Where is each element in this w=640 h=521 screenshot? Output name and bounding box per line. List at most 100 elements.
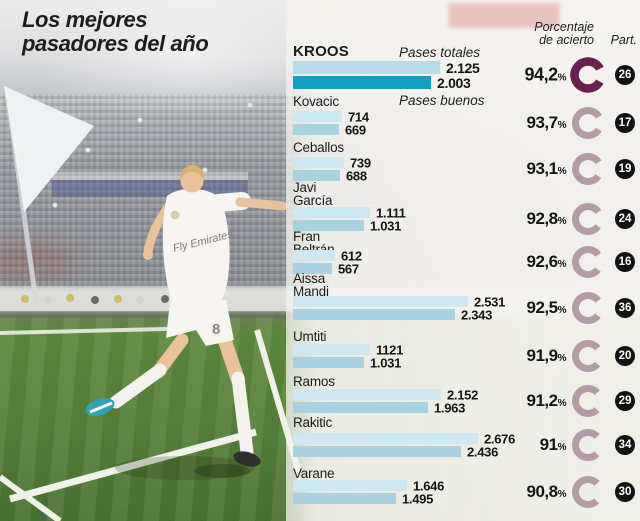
player-name: Aissa Mandi (293, 271, 329, 299)
value-pases-buenos: 2.436 (467, 444, 499, 459)
bar-pases-totales (293, 480, 407, 491)
accuracy-ring (572, 292, 604, 324)
player-name: Kovacic (293, 95, 339, 109)
accuracy-percentage: 92,5% (527, 298, 567, 318)
value-pases-totales: 2.531 (474, 294, 506, 309)
bar-pases-totales (293, 250, 335, 261)
value-pases-buenos: 567 (338, 261, 359, 276)
player-name: Javi García (293, 180, 333, 207)
accuracy-value: 91,9 (526, 346, 559, 365)
matches-badge: 34 (615, 435, 635, 455)
value-pases-totales: 1.111 (376, 205, 406, 220)
accuracy-percentage: 92,6% (527, 252, 567, 272)
field-line-corner (0, 474, 62, 521)
accuracy-value: 92,8 (526, 209, 559, 228)
bar-pases-buenos (293, 309, 455, 320)
matches-badge: 30 (615, 482, 635, 502)
accuracy-percentage: 92,8% (527, 209, 567, 229)
player-name: Ceballos (293, 141, 344, 155)
bar-pases-totales (293, 207, 370, 218)
shorts-number: 8 (212, 321, 220, 338)
matches-badge: 36 (615, 298, 635, 318)
value-pases-totales: 739 (350, 155, 371, 170)
accuracy-value: 93,1 (526, 159, 559, 178)
accuracy-percentage: 90,8% (527, 482, 567, 502)
player-name-line: Mandi (293, 283, 329, 299)
accuracy-percentage: 91% (539, 435, 567, 455)
percent-sign: % (557, 353, 567, 364)
matches-badge: 20 (615, 346, 635, 366)
ball-shadow (194, 464, 250, 478)
series-label-pases-totales: Pases totales (399, 45, 481, 60)
player-name: Varane (293, 466, 335, 481)
bar-pases-buenos (293, 357, 364, 368)
accuracy-percentage: 91,9% (527, 346, 567, 366)
value-pases-buenos: 2.343 (461, 307, 493, 322)
player-shadow (115, 456, 255, 480)
accuracy-percentage: 91,2% (527, 391, 567, 411)
accuracy-value: 92,6 (526, 252, 559, 271)
player-name-line: Javi (293, 180, 317, 195)
field-line-touch (254, 329, 300, 488)
accuracy-ring (572, 385, 604, 417)
value-pases-buenos: 1.031 (370, 355, 402, 370)
value-pases-buenos: 1.963 (434, 400, 466, 415)
value-pases-totales: 714 (348, 109, 369, 124)
scoreboard-blur (448, 3, 560, 28)
bar-pases-totales (293, 296, 468, 307)
percent-sign: % (557, 216, 567, 227)
accuracy-ring (572, 246, 604, 278)
accuracy-value: 92,5 (526, 298, 559, 317)
value-pases-buenos: 1.495 (402, 491, 434, 506)
player-name-line: Aissa (293, 271, 326, 286)
accuracy-percentage: 93,7% (527, 113, 567, 133)
percent-sign: % (557, 166, 567, 177)
bar-pases-buenos (293, 263, 332, 274)
percent-sign: % (557, 489, 567, 500)
value-pases-totales: 612 (341, 248, 362, 263)
accuracy-percentage: 94,2% (525, 65, 567, 86)
accuracy-value: 93,7 (526, 113, 559, 132)
player-name-line: Varane (293, 466, 335, 481)
player-name: Umtiti (293, 330, 326, 344)
accuracy-ring (570, 57, 606, 93)
matches-badge: 24 (615, 209, 635, 229)
percent-sign: % (557, 259, 567, 270)
sideline-staff-dots (21, 294, 192, 304)
bar-pases-buenos (293, 493, 396, 504)
accuracy-ring (572, 429, 604, 461)
matches-badge: 16 (615, 252, 635, 272)
stand-ad-band (52, 172, 248, 180)
matches-badge: 19 (615, 159, 635, 179)
title-line-1: Los mejores (22, 7, 148, 32)
bar-pases-totales (293, 157, 344, 168)
accuracy-ring (572, 153, 604, 185)
player-name-line: KROOS (293, 43, 350, 60)
accuracy-value: 91 (539, 435, 558, 454)
value-pases-totales: 2.152 (447, 387, 479, 402)
value-pases-totales: 2.676 (484, 431, 516, 446)
accuracy-header-line-1: Porcentaje (534, 20, 594, 34)
player-name-line: Fran (293, 229, 320, 244)
bar-pases-buenos (293, 170, 340, 181)
value-pases-totales: 1121 (376, 342, 404, 357)
bar-pases-totales (293, 111, 342, 122)
pitch-barrier (0, 311, 300, 318)
value-pases-buenos: 2.003 (437, 74, 471, 91)
player-photo-art: Fly Emirates 8 (0, 83, 300, 521)
percent-sign: % (557, 442, 567, 453)
value-pases-buenos: 688 (346, 168, 367, 183)
accuracy-ring (572, 203, 604, 235)
percent-sign: % (557, 120, 567, 131)
bar-pases-totales (293, 433, 478, 444)
player-figure: Fly Emirates 8 (85, 165, 288, 467)
